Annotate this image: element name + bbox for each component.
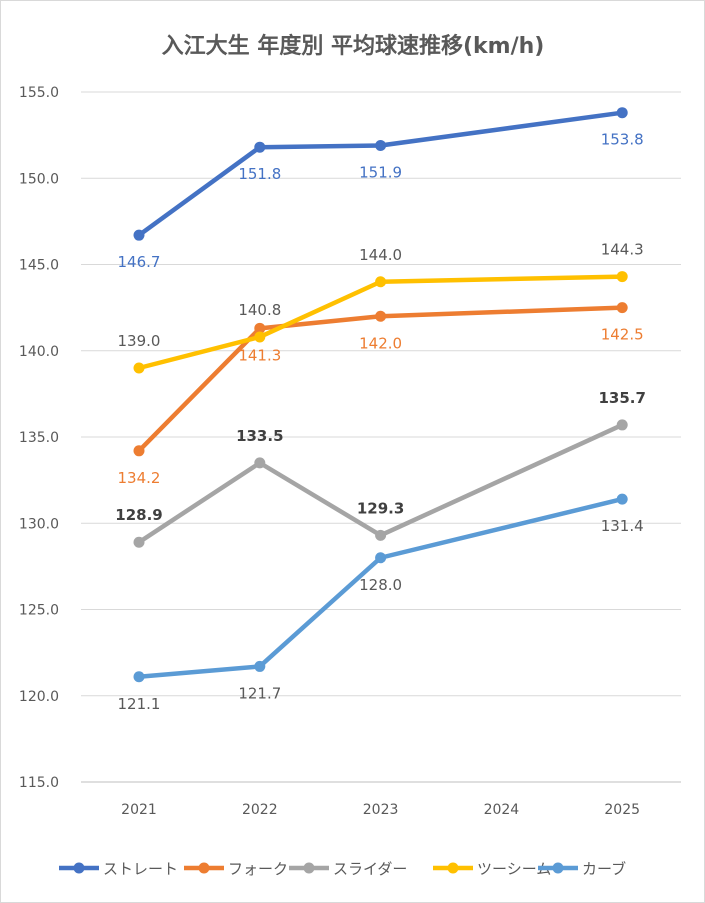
- x-tick-label: 2021: [121, 802, 157, 818]
- data-label: 135.7: [598, 389, 645, 407]
- legend-label: スライダー: [333, 860, 407, 878]
- data-point: [375, 310, 387, 322]
- data-label: 134.2: [118, 469, 161, 487]
- data-point: [616, 302, 628, 314]
- data-point: [616, 271, 628, 283]
- data-point: [254, 660, 266, 672]
- data-label: 128.0: [359, 576, 402, 594]
- y-tick-label: 125.0: [19, 603, 59, 619]
- data-point: [133, 445, 145, 457]
- series-line: [137, 305, 623, 453]
- y-tick-label: 140.0: [19, 344, 59, 360]
- data-label: 140.8: [238, 301, 281, 319]
- series-line: [138, 274, 623, 371]
- data-point: [375, 529, 387, 541]
- data-point: [133, 536, 145, 548]
- data-point: [375, 552, 387, 564]
- legend-marker: [552, 862, 564, 874]
- legend-label: フォーク: [228, 860, 288, 878]
- data-point: [254, 457, 266, 469]
- series-line: [138, 496, 623, 680]
- y-tick-label: 135.0: [19, 430, 59, 446]
- legend-marker: [303, 862, 315, 874]
- data-point: [254, 141, 266, 153]
- x-tick-label: 2024: [484, 802, 520, 818]
- data-label: 142.5: [601, 326, 644, 344]
- data-label: 146.7: [118, 253, 161, 271]
- y-tick-label: 155.0: [19, 85, 59, 101]
- data-label: 128.9: [115, 506, 162, 524]
- data-point: [616, 493, 628, 505]
- x-tick-label: 2023: [363, 802, 399, 818]
- data-label: 151.8: [238, 165, 281, 183]
- y-tick-label: 115.0: [19, 775, 59, 791]
- data-point: [254, 322, 266, 334]
- data-label: 144.3: [601, 241, 644, 259]
- series-line: [137, 110, 623, 237]
- data-label: 129.3: [357, 499, 404, 517]
- data-label: 121.1: [118, 695, 161, 713]
- legend-marker: [198, 862, 210, 874]
- legend-marker: [447, 862, 459, 874]
- data-point: [616, 419, 628, 431]
- legend-label: ツーシーム: [477, 860, 551, 878]
- x-tick-label: 2022: [242, 802, 278, 818]
- y-tick-label: 145.0: [19, 258, 59, 274]
- legend-label: カーブ: [582, 860, 626, 878]
- legend-marker: [73, 862, 85, 874]
- data-point: [133, 229, 145, 241]
- data-point: [133, 671, 145, 683]
- data-label: 153.8: [601, 131, 644, 149]
- data-label: 121.7: [238, 684, 281, 702]
- data-label: 151.9: [359, 163, 402, 181]
- y-tick-label: 130.0: [19, 516, 59, 532]
- chart-title: 入江大生 年度別 平均球速推移(km/h): [162, 33, 545, 59]
- legend-label: ストレート: [103, 860, 178, 878]
- y-tick-label: 150.0: [19, 171, 59, 187]
- y-tick-label: 120.0: [19, 689, 59, 705]
- data-label: 144.0: [359, 246, 402, 264]
- data-point: [133, 362, 145, 374]
- data-point: [375, 276, 387, 288]
- data-point: [375, 139, 387, 151]
- series-line: [137, 422, 624, 545]
- x-tick-label: 2025: [604, 802, 640, 818]
- data-label: 131.4: [601, 517, 644, 535]
- data-point: [616, 107, 628, 119]
- data-label: 139.0: [118, 332, 161, 350]
- data-point: [254, 331, 266, 343]
- data-label: 133.5: [236, 427, 283, 445]
- data-label: 141.3: [238, 346, 281, 364]
- data-label: 142.0: [359, 334, 402, 352]
